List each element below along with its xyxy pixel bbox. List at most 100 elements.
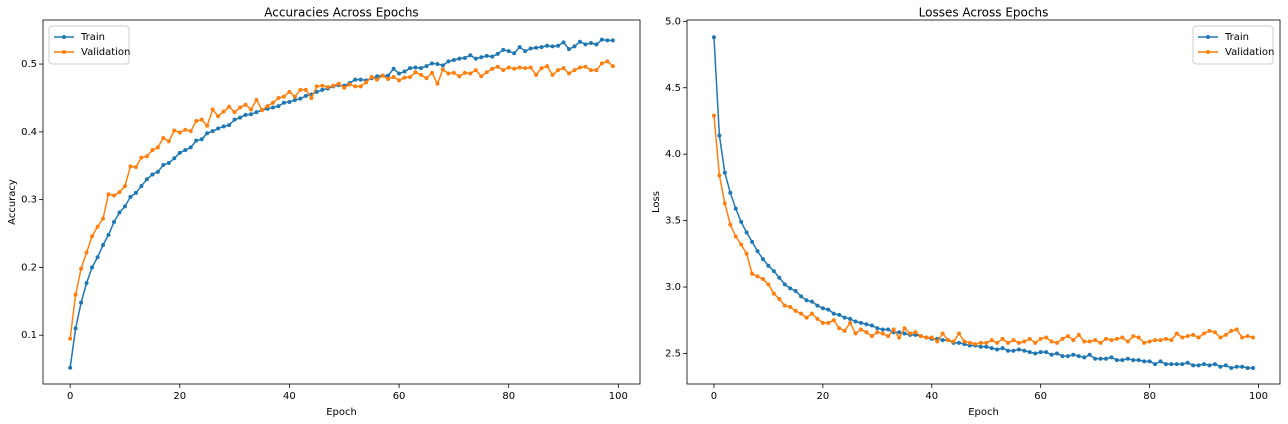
data-point: [117, 190, 122, 195]
data-point: [891, 327, 896, 332]
data-point: [848, 316, 853, 321]
data-point: [572, 68, 577, 73]
data-point: [386, 76, 391, 81]
data-point: [495, 64, 500, 69]
data-point: [550, 72, 555, 77]
x-tick-label: 40: [283, 391, 296, 402]
data-point: [1185, 334, 1190, 339]
x-tick-label: 100: [609, 391, 628, 402]
data-point: [1202, 362, 1207, 367]
data-point: [265, 104, 270, 109]
data-point: [501, 68, 506, 73]
data-point: [199, 137, 204, 142]
data-point: [588, 41, 593, 46]
data-point: [1158, 359, 1163, 364]
data-point: [1038, 336, 1043, 341]
data-point: [216, 126, 221, 131]
data-point: [1022, 339, 1027, 344]
data-point: [117, 210, 122, 215]
data-point: [298, 96, 303, 101]
data-point: [1207, 328, 1212, 333]
data-point: [320, 83, 325, 88]
data-point: [122, 184, 127, 189]
data-point: [711, 35, 716, 40]
data-point: [1169, 338, 1174, 343]
data-point: [298, 87, 303, 92]
data-point: [227, 104, 232, 109]
data-point: [539, 66, 544, 71]
data-point: [717, 133, 722, 138]
data-point: [281, 100, 286, 105]
data-point: [755, 274, 760, 279]
data-point: [523, 66, 528, 71]
data-point: [325, 85, 330, 90]
data-point: [771, 269, 776, 274]
data-point: [188, 145, 193, 150]
data-point: [161, 163, 166, 168]
data-point: [897, 330, 902, 335]
data-point: [484, 53, 489, 58]
data-point: [128, 194, 133, 199]
data-point: [1049, 339, 1054, 344]
y-tick-label: 5.0: [665, 16, 681, 27]
data-point: [473, 56, 478, 61]
data-point: [1109, 338, 1114, 343]
legend-marker: [62, 35, 66, 39]
data-point: [1109, 355, 1114, 360]
data-point: [1087, 339, 1092, 344]
data-point: [205, 123, 210, 128]
data-point: [1234, 364, 1239, 369]
data-point: [424, 64, 429, 69]
data-point: [1229, 328, 1234, 333]
data-point: [79, 266, 84, 271]
data-point: [1082, 339, 1087, 344]
x-tick-label: 20: [816, 391, 829, 402]
y-tick-label: 4.5: [665, 83, 681, 94]
data-point: [842, 328, 847, 333]
data-point: [133, 190, 138, 195]
data-point: [886, 334, 891, 339]
data-point: [577, 39, 582, 44]
x-tick-label: 40: [925, 391, 938, 402]
data-point: [111, 219, 116, 224]
legend-marker: [62, 50, 66, 54]
data-point: [978, 344, 983, 349]
data-point: [1082, 355, 1087, 360]
data-point: [1071, 352, 1076, 357]
y-axis-label: Loss: [651, 191, 662, 213]
data-point: [1076, 332, 1081, 337]
data-point: [1147, 339, 1152, 344]
data-point: [101, 243, 106, 248]
data-point: [1125, 356, 1130, 361]
data-point: [1245, 366, 1250, 371]
data-point: [799, 294, 804, 299]
data-point: [588, 68, 593, 73]
data-point: [1027, 336, 1032, 341]
data-point: [760, 277, 765, 282]
data-point: [711, 113, 716, 118]
y-tick-label: 3.0: [665, 282, 681, 293]
data-point: [1087, 352, 1092, 357]
data-point: [106, 232, 111, 237]
data-point: [249, 112, 254, 117]
data-point: [1131, 334, 1136, 339]
data-point: [232, 117, 237, 122]
legend-label: Train: [1224, 32, 1249, 43]
x-tick-label: 80: [1143, 391, 1156, 402]
data-point: [418, 72, 423, 77]
data-point: [161, 135, 166, 140]
data-point: [451, 70, 456, 75]
data-point: [1191, 363, 1196, 368]
data-point: [539, 45, 544, 50]
data-point: [826, 307, 831, 312]
data-point: [1147, 359, 1152, 364]
data-point: [717, 173, 722, 178]
data-point: [435, 62, 440, 67]
legend-marker: [1206, 50, 1210, 54]
data-point: [594, 68, 599, 73]
data-point: [517, 65, 522, 70]
y-tick-label: 0.5: [21, 59, 37, 70]
data-point: [1212, 362, 1217, 367]
y-tick-label: 0.2: [21, 262, 37, 273]
